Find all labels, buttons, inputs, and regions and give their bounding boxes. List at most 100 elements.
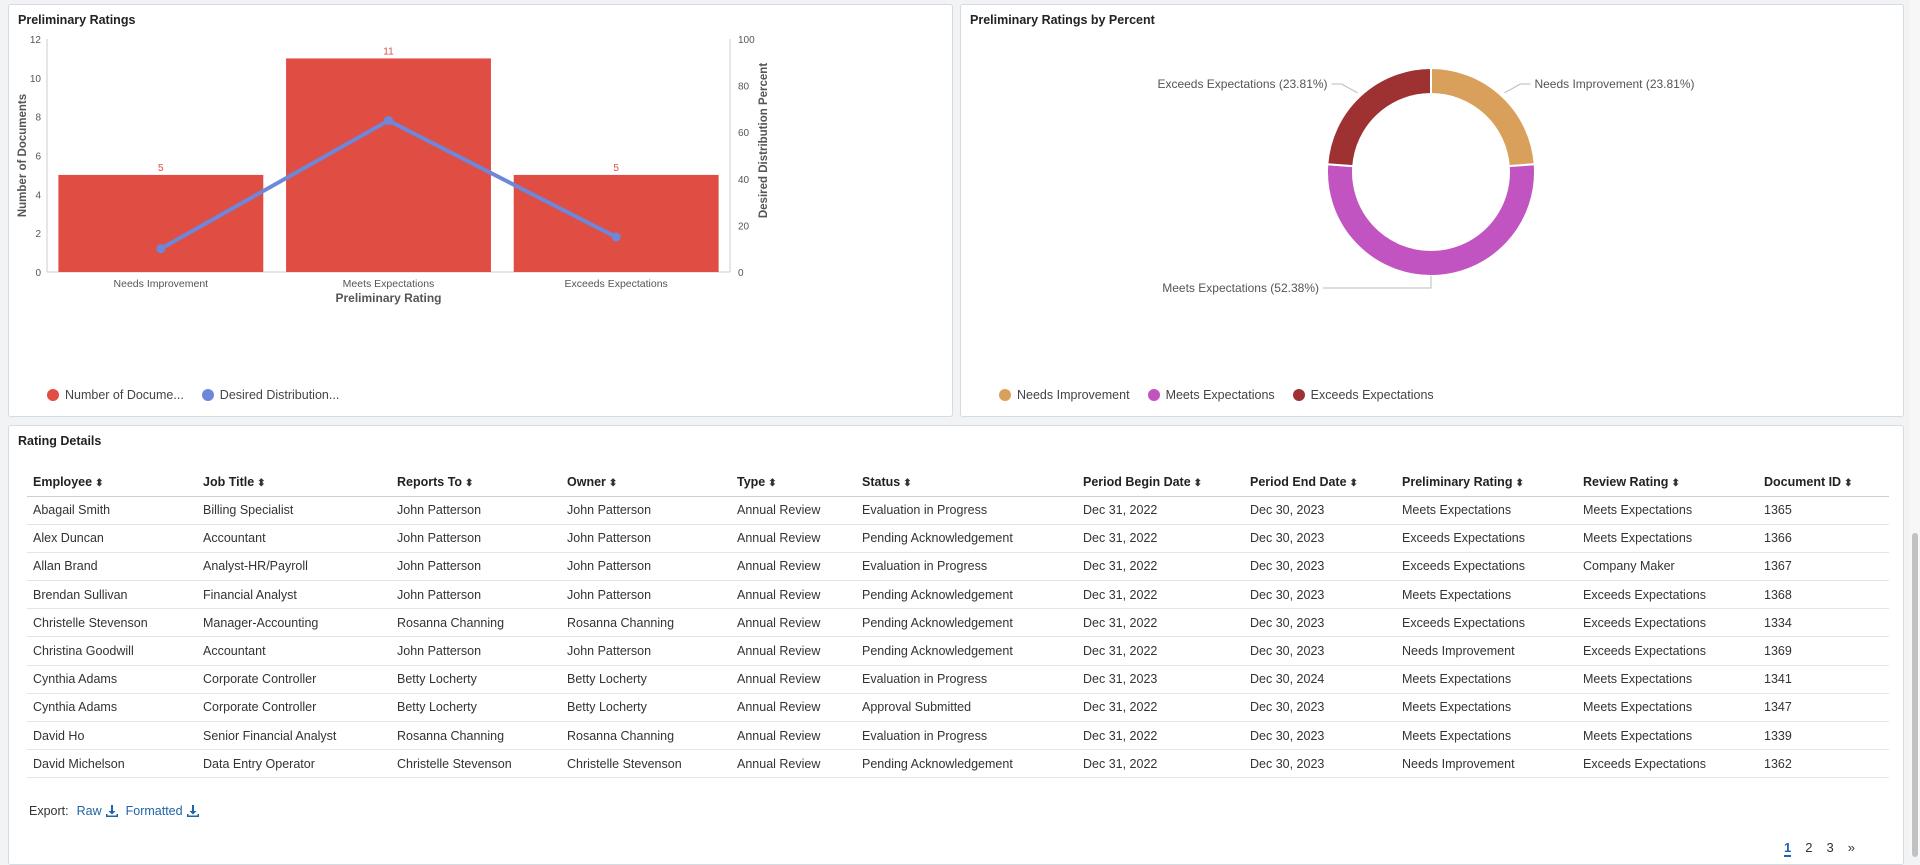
sort-icon[interactable]: ⬍ — [1844, 477, 1853, 489]
table-cell: 1339 — [1758, 721, 1889, 751]
table-cell: Meets Expectations — [1396, 693, 1577, 723]
table-cell: Pending Acknowledgement — [856, 749, 1077, 779]
column-header-label: Job Title — [203, 474, 255, 489]
table-title: Rating Details — [18, 434, 102, 448]
column-header-job-title[interactable]: Job Title ⬍ — [197, 468, 391, 497]
table-cell: David Ho — [27, 721, 197, 751]
table-cell: Dec 31, 2022 — [1077, 524, 1244, 553]
table-cell: Accountant — [197, 636, 391, 666]
donut-slice[interactable] — [1326, 66, 1432, 168]
bar-value-label: 5 — [158, 163, 164, 174]
page-scrollbar[interactable] — [1910, 0, 1920, 857]
table-row[interactable]: Brendan Sullivan Financial Analyst John Pa… — [27, 580, 1889, 610]
scrollbar-thumb[interactable] — [1912, 533, 1918, 857]
column-header-period-begin-date[interactable]: Period Begin Date ⬍ — [1077, 468, 1244, 497]
column-header-label: Preliminary Rating — [1402, 474, 1513, 489]
page-link-1[interactable]: 1 — [1784, 840, 1792, 857]
sort-icon[interactable]: ⬍ — [768, 477, 777, 489]
table-row[interactable]: Cynthia Adams Corporate Controller Betty L… — [27, 665, 1889, 694]
y2-axis-tick-label: 20 — [738, 221, 750, 232]
export-formatted-label: Formatted — [125, 804, 183, 818]
table-cell: Exceeds Expectations — [1396, 552, 1577, 582]
column-header-status[interactable]: Status ⬍ — [856, 468, 1077, 497]
donut-slice[interactable] — [1430, 66, 1536, 168]
sort-icon[interactable]: ⬍ — [903, 477, 912, 489]
column-header-preliminary-rating[interactable]: Preliminary Rating ⬍ — [1396, 468, 1577, 497]
table-cell: Approval Submitted — [856, 693, 1077, 723]
table-cell: Exceeds Expectations — [1577, 636, 1758, 666]
table-row[interactable]: David Ho Senior Financial Analyst Rosanna … — [27, 721, 1889, 751]
sort-icon[interactable]: ⬍ — [257, 477, 266, 489]
legend-swatch — [201, 389, 214, 401]
page-link-3[interactable]: 3 — [1826, 840, 1834, 855]
slice-leader-line — [1323, 276, 1432, 289]
pagination: 1 2 3 » — [1784, 840, 1855, 857]
table-cell: 1369 — [1758, 636, 1889, 666]
table-cell: Christelle Stevenson — [561, 749, 731, 779]
sort-icon[interactable]: ⬍ — [465, 477, 474, 489]
bar[interactable] — [286, 58, 491, 272]
bar[interactable] — [513, 174, 719, 272]
legend-item[interactable]: Meets Expectations — [1147, 388, 1275, 402]
sort-icon[interactable]: ⬍ — [608, 477, 618, 489]
table-cell: Pending Acknowledgement — [856, 580, 1077, 610]
table-cell: John Patterson — [561, 524, 731, 553]
table-header-row: Employee ⬍ Job Title ⬍ Reports To ⬍ Owner ⬍ Type… — [27, 468, 1889, 497]
table-cell: Betty Locherty — [391, 665, 561, 694]
next-page-link[interactable]: » — [1847, 840, 1855, 855]
y-axis-tick-label: 6 — [35, 152, 41, 163]
table-cell: Annual Review — [731, 524, 856, 553]
bar-value-label: 11 — [383, 46, 394, 57]
export-formatted-link[interactable]: Formatted — [126, 804, 199, 818]
legend-item[interactable]: Needs Improvement — [999, 388, 1130, 402]
line-point[interactable] — [384, 116, 393, 126]
column-header-label: Type — [737, 474, 766, 489]
table-row[interactable]: Christelle Stevenson Manager-Accounting Ro… — [27, 608, 1889, 638]
sort-icon[interactable]: ⬍ — [95, 477, 104, 489]
export-raw-link[interactable]: Raw — [77, 804, 118, 818]
table-cell: Christelle Stevenson — [27, 608, 197, 638]
legend-label: Number of Docume... — [65, 388, 184, 402]
column-header-period-end-date[interactable]: Period End Date ⬍ — [1244, 468, 1396, 497]
column-header-reports-to[interactable]: Reports To ⬍ — [391, 468, 561, 497]
table-cell: Cynthia Adams — [27, 693, 197, 723]
table-cell: Annual Review — [731, 693, 856, 723]
legend-item[interactable]: Desired Distribution... — [201, 388, 339, 402]
table-cell: 1347 — [1758, 693, 1889, 723]
export-raw-label: Raw — [76, 804, 102, 818]
table-row[interactable]: Cynthia Adams Corporate Controller Betty L… — [27, 693, 1889, 723]
sort-icon[interactable]: ⬍ — [1349, 477, 1358, 489]
table-cell: Dec 30, 2023 — [1244, 608, 1396, 638]
table-row[interactable]: Allan Brand Analyst-HR/Payroll John Patter… — [27, 552, 1889, 582]
table-cell: Dec 31, 2022 — [1077, 636, 1244, 666]
sort-icon[interactable]: ⬍ — [1193, 477, 1203, 489]
table-row[interactable]: Abagail Smith Billing Specialist John Patt… — [27, 496, 1889, 525]
legend-item[interactable]: Number of Docume... — [47, 388, 184, 402]
column-header-document-id[interactable]: Document ID ⬍ — [1758, 468, 1889, 497]
column-header-review-rating[interactable]: Review Rating ⬍ — [1577, 468, 1758, 497]
table-row[interactable]: Christina Goodwill Accountant John Patters… — [27, 636, 1889, 666]
table-cell: Annual Review — [731, 552, 856, 582]
table-row[interactable]: David Michelson Data Entry Operator Christ… — [27, 749, 1889, 779]
table-cell: Annual Review — [731, 608, 856, 638]
legend-swatch — [1292, 389, 1305, 401]
slice-leader-line — [1504, 83, 1531, 94]
sort-icon[interactable]: ⬍ — [1515, 477, 1524, 489]
column-header-employee[interactable]: Employee ⬍ — [27, 468, 197, 497]
table-cell: Annual Review — [731, 636, 856, 666]
table-cell: Dec 30, 2023 — [1244, 524, 1396, 553]
legend-item[interactable]: Exceeds Expectations — [1292, 388, 1434, 402]
table-cell: Cynthia Adams — [27, 665, 197, 694]
table-cell: Annual Review — [731, 496, 856, 525]
line-point[interactable] — [611, 232, 621, 242]
column-header-owner[interactable]: Owner ⬍ — [561, 468, 731, 497]
donut-slice[interactable] — [1326, 163, 1536, 277]
column-header-type[interactable]: Type ⬍ — [731, 468, 856, 497]
bar[interactable] — [58, 174, 264, 272]
table-row[interactable]: Alex Duncan Accountant John Patterson John … — [27, 524, 1889, 553]
preliminary-ratings-chart: 0 2 4 6 8 10 12 0 20 40 60 80 100 5 Needs Improvement 1… — [17, 35, 770, 305]
page-link-2[interactable]: 2 — [1805, 840, 1813, 855]
sort-icon[interactable]: ⬍ — [1671, 477, 1680, 489]
line-point[interactable] — [156, 244, 166, 254]
table-cell: Meets Expectations — [1396, 721, 1577, 751]
